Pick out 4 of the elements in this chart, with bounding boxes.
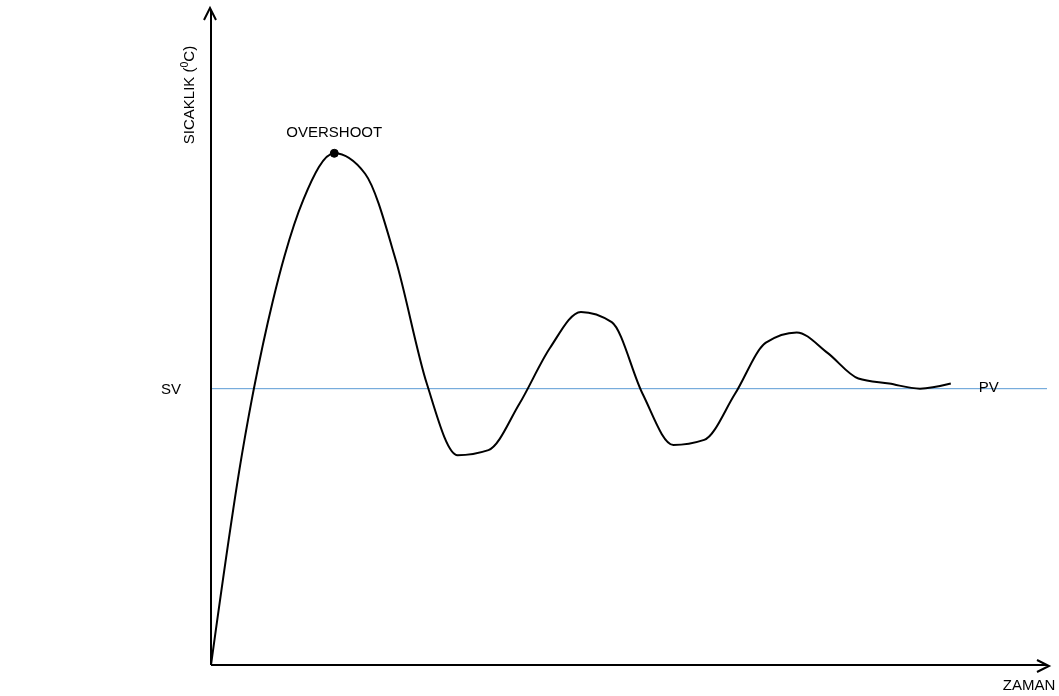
x-axis-title: ZAMAN bbox=[1002, 676, 1056, 693]
series-label: PV bbox=[978, 377, 999, 395]
ref-line-label: SV bbox=[160, 380, 181, 397]
annotation: OVERSHOOT bbox=[286, 123, 383, 141]
